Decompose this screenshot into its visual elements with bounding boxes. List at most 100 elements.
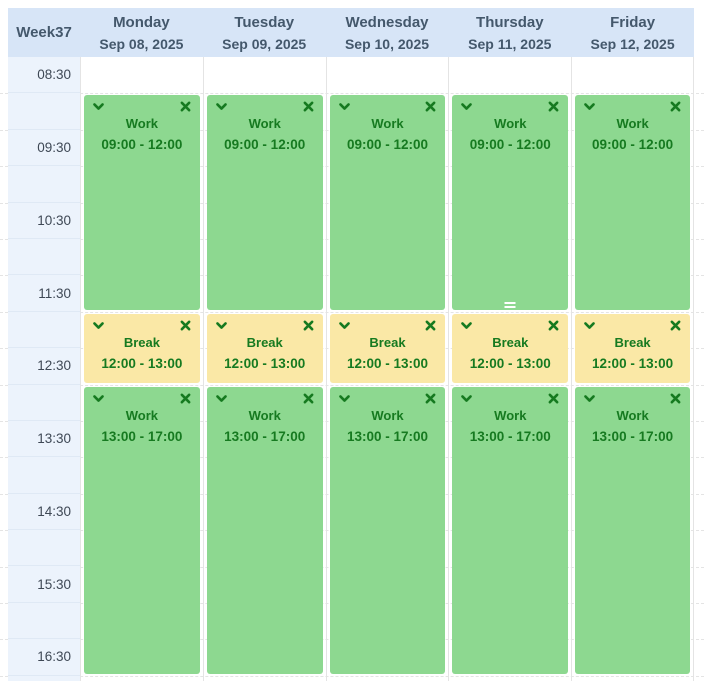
- event-title: Work: [125, 116, 159, 132]
- event-block[interactable]: Work 13:00 - 17:00: [452, 386, 569, 674]
- chevron-down-icon[interactable]: [338, 100, 351, 113]
- time-slot: [8, 530, 80, 567]
- time-label: 16:30: [37, 649, 71, 665]
- time-label: 12:30: [37, 358, 71, 374]
- time-label: 11:30: [38, 285, 71, 301]
- day-date: Sep 08, 2025: [99, 35, 184, 52]
- event-time: 09:00 - 12:00: [101, 137, 183, 153]
- close-icon[interactable]: [547, 319, 560, 332]
- chevron-down-icon[interactable]: [92, 100, 105, 113]
- day-date: Sep 11, 2025: [468, 35, 552, 52]
- event-title: Break: [492, 334, 529, 350]
- day-name: Wednesday: [345, 13, 429, 31]
- time-label: 08:30: [37, 67, 71, 83]
- event-time: 12:00 - 13:00: [101, 355, 183, 371]
- chevron-down-icon[interactable]: [215, 392, 228, 405]
- chevron-down-icon[interactable]: [215, 100, 228, 113]
- event-block[interactable]: Break 12:00 - 13:00: [329, 313, 446, 383]
- event-block[interactable]: Break 12:00 - 13:00: [206, 313, 323, 383]
- time-label: 14:30: [37, 503, 71, 519]
- close-icon[interactable]: [669, 392, 682, 405]
- time-slot: [8, 603, 80, 640]
- event-block[interactable]: Break 12:00 - 13:00: [575, 313, 690, 383]
- event-block[interactable]: Work 09:00 - 12:00: [452, 95, 569, 310]
- close-icon[interactable]: [669, 100, 682, 113]
- chevron-down-icon[interactable]: [338, 319, 351, 332]
- chevron-down-icon[interactable]: [460, 100, 473, 113]
- event-time: 12:00 - 13:00: [469, 355, 551, 371]
- event-block[interactable]: Work 13:00 - 17:00: [575, 386, 690, 674]
- close-icon[interactable]: [424, 392, 437, 405]
- event-block[interactable]: Work 09:00 - 12:00: [329, 95, 446, 310]
- chevron-down-icon[interactable]: [92, 392, 105, 405]
- event-time: 12:00 - 13:00: [346, 355, 429, 371]
- chevron-down-icon[interactable]: [92, 319, 105, 332]
- resize-handle[interactable]: [504, 301, 516, 308]
- event-title: Work: [371, 407, 404, 423]
- time-slot: [8, 93, 80, 130]
- chevron-down-icon[interactable]: [215, 319, 228, 332]
- close-icon[interactable]: [424, 319, 437, 332]
- time-slot: 14:30: [8, 494, 80, 531]
- grid-line: [0, 93, 704, 95]
- time-label: 13:30: [37, 431, 71, 447]
- time-axis: 08:30 09:30 10:30 11:30 12:30 13:30 14:3…: [8, 57, 80, 681]
- close-icon[interactable]: [547, 392, 560, 405]
- time-slot: [8, 166, 80, 203]
- close-icon[interactable]: [547, 100, 560, 113]
- event-block[interactable]: Work 13:00 - 17:00: [329, 386, 446, 674]
- grid-line: [0, 311, 704, 313]
- day-name: Friday: [610, 13, 656, 31]
- time-label: 10:30: [37, 212, 71, 228]
- day-column[interactable]: Work 09:00 - 12:00 Break 12:00 - 13:00 W…: [571, 57, 694, 681]
- day-name: Monday: [113, 13, 170, 31]
- day-column[interactable]: Work 09:00 - 12:00 Break 12:00 - 13:00 W…: [80, 57, 203, 681]
- event-time: 09:00 - 12:00: [469, 137, 551, 153]
- time-slot: 10:30: [8, 203, 80, 239]
- event-block[interactable]: Work 13:00 - 17:00: [206, 386, 323, 674]
- close-icon[interactable]: [302, 100, 315, 113]
- week-label: Week37: [16, 24, 72, 41]
- close-icon[interactable]: [669, 319, 682, 332]
- chevron-down-icon[interactable]: [460, 392, 473, 405]
- close-icon[interactable]: [302, 392, 315, 405]
- close-icon[interactable]: [179, 319, 192, 332]
- day-column[interactable]: Work 09:00 - 12:00 Break 12:00 - 13:00 W…: [202, 57, 326, 681]
- event-block[interactable]: Work 13:00 - 17:00: [84, 386, 200, 674]
- close-icon[interactable]: [302, 319, 315, 332]
- day-name: Tuesday: [234, 13, 295, 31]
- chevron-down-icon[interactable]: [460, 319, 473, 332]
- chevron-down-icon[interactable]: [583, 100, 596, 113]
- close-icon[interactable]: [179, 100, 192, 113]
- close-icon[interactable]: [179, 392, 192, 405]
- time-slot: 09:30: [8, 130, 80, 167]
- time-slot: [8, 385, 80, 421]
- time-slot: [8, 457, 80, 494]
- close-icon[interactable]: [424, 100, 437, 113]
- chevron-down-icon[interactable]: [583, 392, 596, 405]
- day-date: Sep 10, 2025: [344, 35, 430, 52]
- day-header: Thursday Sep 11, 2025: [448, 8, 571, 57]
- time-slot: 08:30: [8, 57, 80, 94]
- event-block[interactable]: Work 09:00 - 12:00: [84, 95, 200, 310]
- event-title: Work: [248, 116, 281, 132]
- time-slot: 12:30: [8, 348, 80, 385]
- event-title: Work: [616, 116, 649, 132]
- time-slot: [8, 239, 80, 276]
- event-block[interactable]: Work 09:00 - 12:00: [206, 95, 323, 310]
- day-header: Monday Sep 08, 2025: [80, 8, 203, 57]
- time-slot: 16:30: [8, 639, 80, 676]
- event-block[interactable]: Break 12:00 - 13:00: [452, 313, 569, 383]
- event-title: Work: [125, 407, 159, 423]
- day-column[interactable]: Work 09:00 - 12:00 Break 12:00 - 13:00 W…: [448, 57, 571, 681]
- event-block[interactable]: Work 09:00 - 12:00: [575, 95, 690, 310]
- event-time: 13:00 - 17:00: [224, 428, 306, 444]
- event-title: Break: [246, 334, 283, 350]
- time-slot: 13:30: [8, 421, 80, 458]
- chevron-down-icon[interactable]: [338, 392, 351, 405]
- day-column[interactable]: Work 09:00 - 12:00 Break 12:00 - 13:00 W…: [325, 57, 449, 681]
- time-label: 09:30: [37, 139, 71, 155]
- chevron-down-icon[interactable]: [583, 319, 596, 332]
- event-block[interactable]: Break 12:00 - 13:00: [84, 313, 200, 383]
